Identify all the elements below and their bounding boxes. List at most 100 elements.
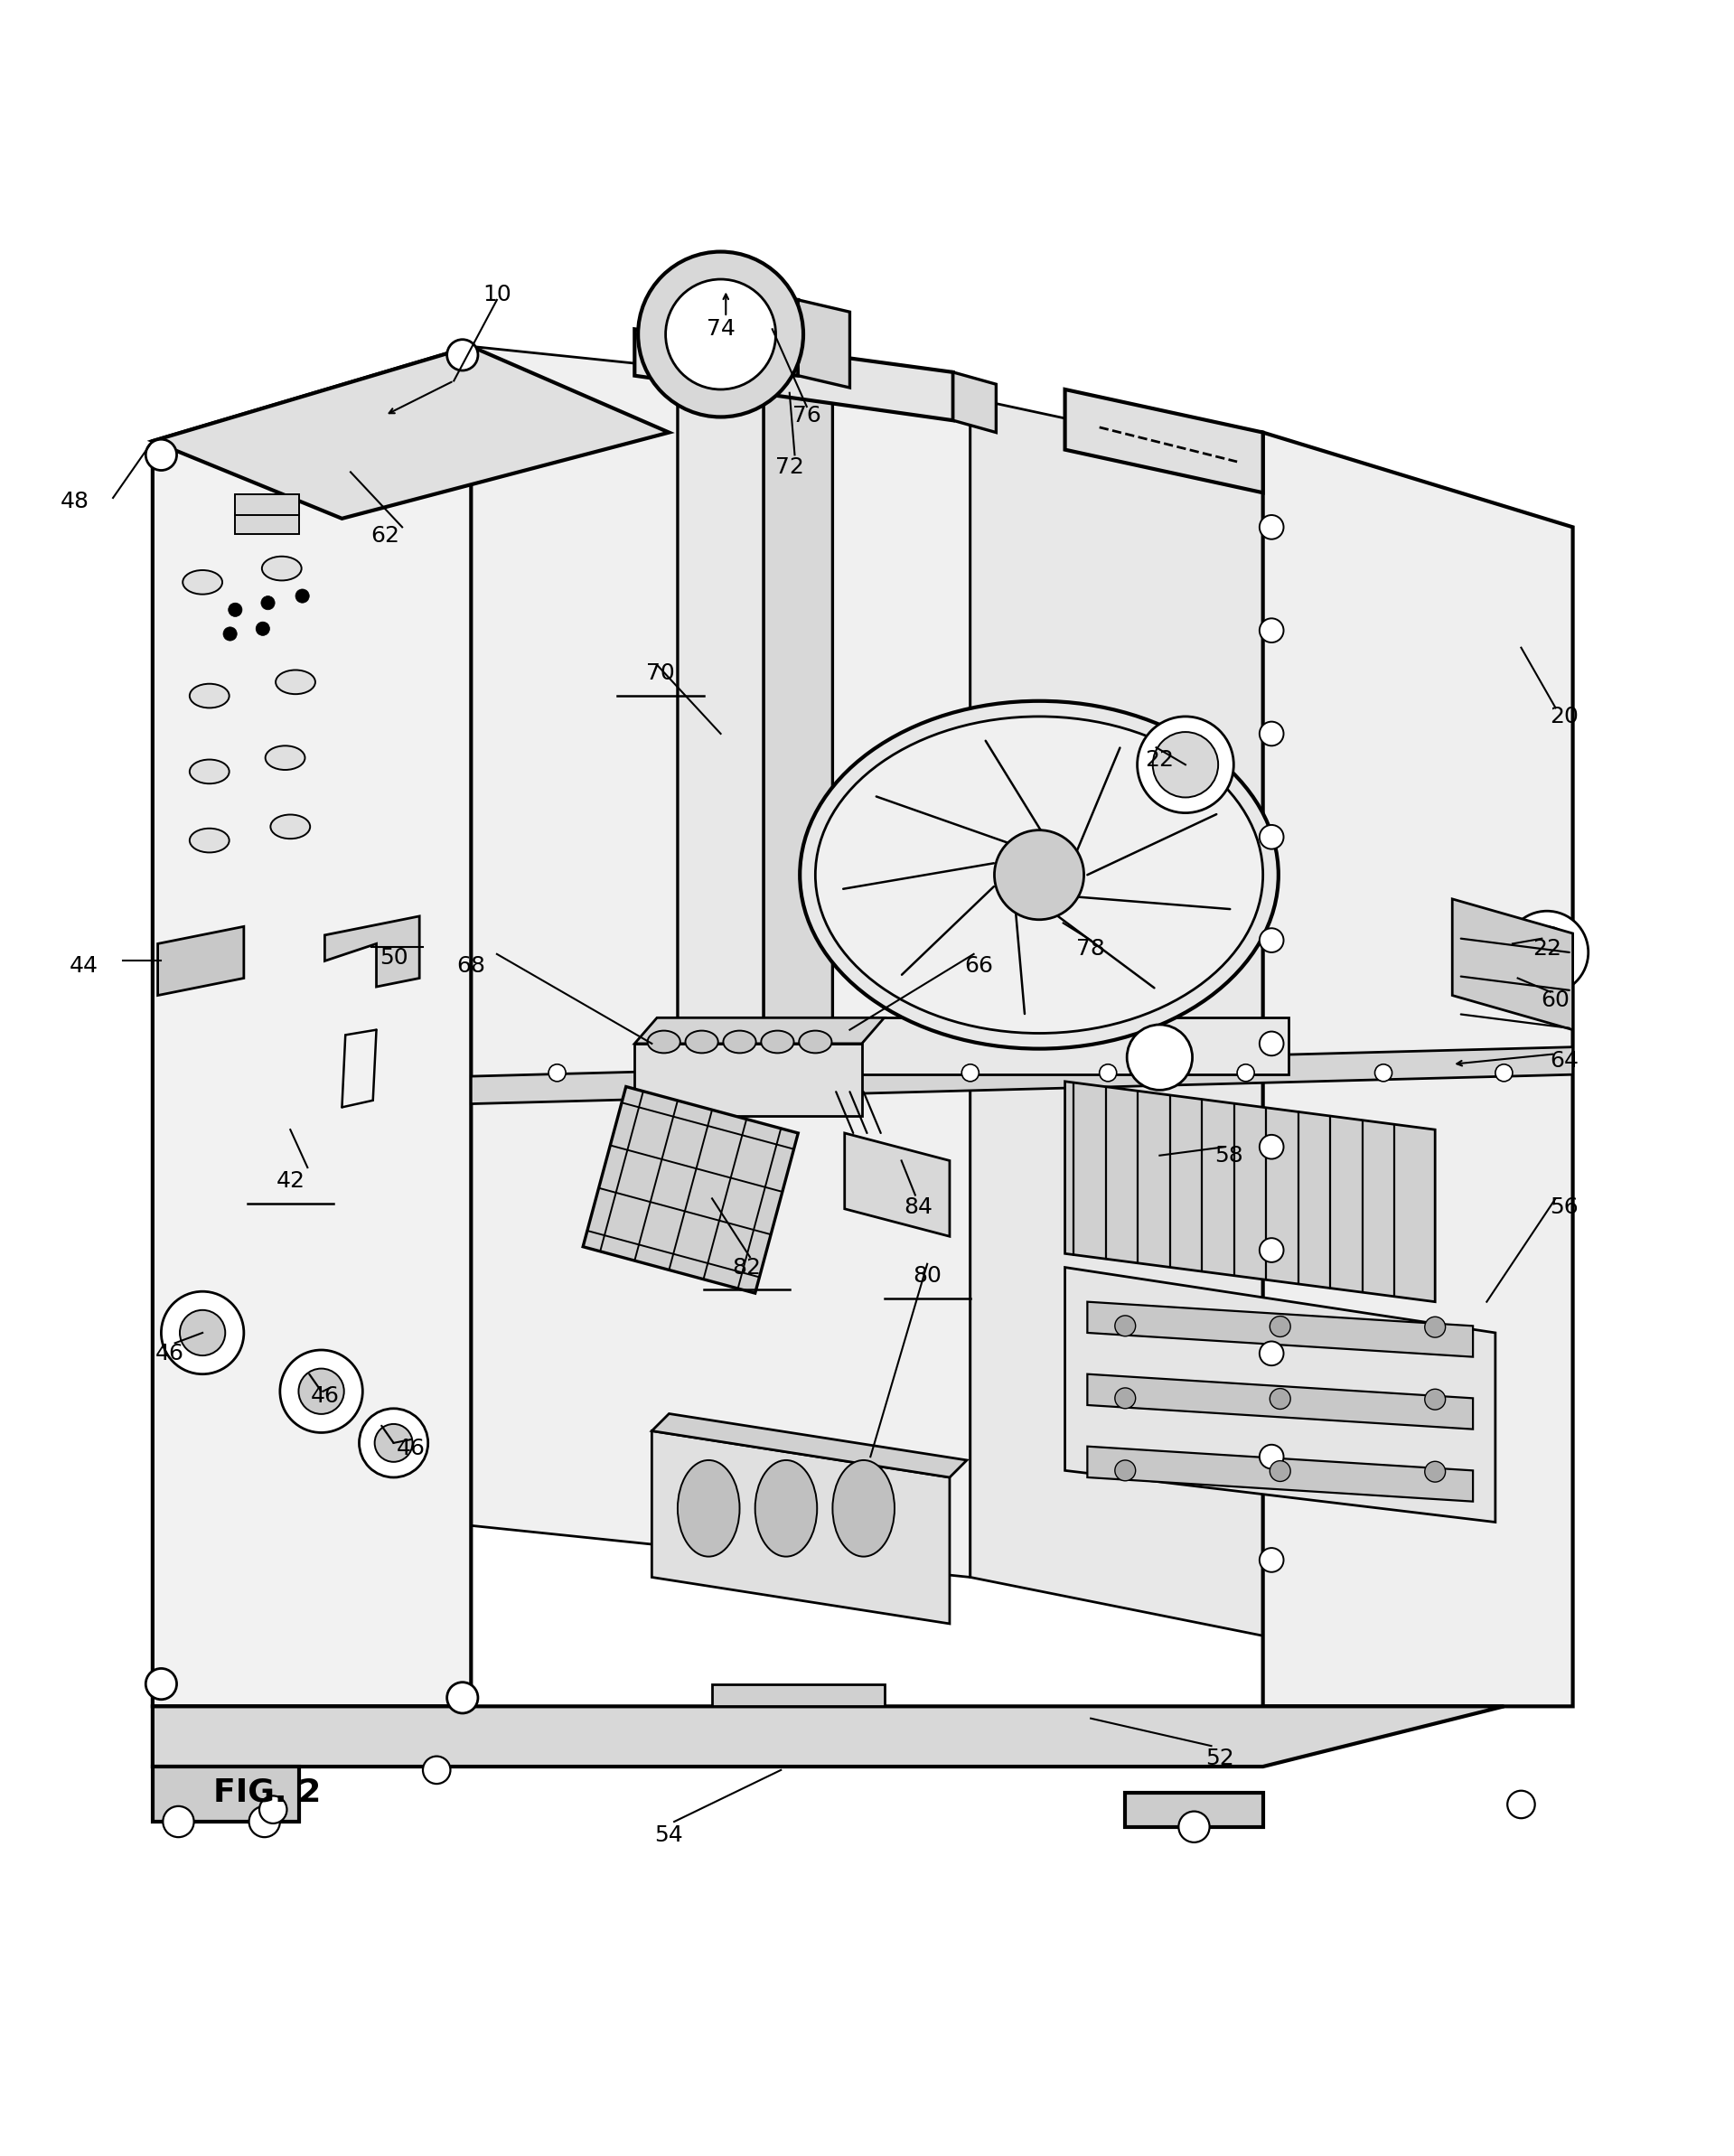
Circle shape [1115, 1460, 1136, 1481]
Ellipse shape [265, 746, 305, 770]
Text: 46: 46 [397, 1438, 425, 1460]
Circle shape [1259, 1341, 1283, 1365]
Polygon shape [1087, 1373, 1472, 1429]
Polygon shape [635, 330, 954, 420]
Circle shape [146, 1669, 177, 1699]
Polygon shape [153, 1705, 1503, 1766]
Circle shape [962, 1065, 980, 1082]
Circle shape [1269, 1315, 1290, 1337]
Polygon shape [472, 347, 971, 1578]
Text: 76: 76 [792, 405, 822, 427]
Polygon shape [954, 373, 995, 433]
Circle shape [447, 338, 479, 371]
Ellipse shape [678, 1460, 740, 1557]
Circle shape [638, 252, 803, 416]
Polygon shape [971, 399, 1573, 1697]
Circle shape [994, 830, 1084, 921]
Circle shape [1259, 722, 1283, 746]
Ellipse shape [647, 1031, 680, 1052]
Polygon shape [472, 1048, 1573, 1104]
Circle shape [1138, 716, 1233, 813]
Circle shape [423, 1757, 451, 1783]
Polygon shape [798, 300, 850, 388]
Text: 68: 68 [456, 955, 486, 977]
Circle shape [229, 604, 243, 617]
Circle shape [1259, 619, 1283, 642]
Polygon shape [1065, 1268, 1495, 1522]
Ellipse shape [754, 1460, 817, 1557]
Text: 74: 74 [706, 319, 735, 341]
Circle shape [1099, 1065, 1117, 1082]
Text: 62: 62 [371, 524, 399, 548]
Text: 72: 72 [775, 457, 805, 479]
Circle shape [260, 1796, 286, 1824]
Circle shape [548, 1065, 565, 1082]
Polygon shape [844, 1134, 950, 1235]
Circle shape [375, 1423, 413, 1462]
Text: 22: 22 [1533, 938, 1561, 959]
Circle shape [298, 1369, 343, 1414]
Circle shape [1259, 1031, 1283, 1056]
Polygon shape [661, 289, 798, 375]
Text: 56: 56 [1550, 1197, 1578, 1218]
Ellipse shape [189, 683, 229, 707]
Ellipse shape [271, 815, 310, 839]
Text: 58: 58 [1214, 1145, 1243, 1166]
Circle shape [447, 1682, 479, 1714]
Circle shape [146, 440, 177, 470]
Polygon shape [1065, 390, 1262, 494]
Polygon shape [652, 1432, 950, 1623]
Text: 10: 10 [482, 285, 512, 306]
Polygon shape [1262, 433, 1573, 1705]
Polygon shape [153, 1766, 298, 1822]
Circle shape [250, 1807, 279, 1837]
Circle shape [1425, 1317, 1446, 1337]
Polygon shape [1087, 1447, 1472, 1501]
Circle shape [1115, 1315, 1136, 1337]
Circle shape [1259, 1445, 1283, 1468]
Text: 22: 22 [1144, 748, 1174, 770]
Text: 78: 78 [1077, 938, 1105, 959]
Circle shape [824, 1065, 841, 1082]
Polygon shape [652, 1414, 968, 1477]
Polygon shape [153, 347, 472, 1705]
Text: 60: 60 [1542, 990, 1569, 1011]
Circle shape [1521, 927, 1573, 979]
Text: 46: 46 [156, 1343, 184, 1365]
Text: 44: 44 [69, 955, 99, 977]
Text: 70: 70 [647, 662, 675, 683]
Bar [236, 513, 298, 535]
Polygon shape [832, 1018, 1288, 1074]
Ellipse shape [685, 1031, 718, 1052]
Circle shape [687, 1065, 704, 1082]
Polygon shape [1453, 899, 1573, 1031]
Circle shape [279, 1350, 362, 1432]
Polygon shape [635, 1018, 884, 1044]
Ellipse shape [189, 828, 229, 852]
Circle shape [224, 627, 238, 640]
Circle shape [161, 1291, 244, 1373]
Circle shape [163, 1807, 194, 1837]
Circle shape [180, 1311, 225, 1356]
Text: 48: 48 [61, 489, 90, 513]
Circle shape [359, 1408, 428, 1477]
Text: 54: 54 [655, 1824, 683, 1846]
Ellipse shape [832, 1460, 895, 1557]
Polygon shape [763, 369, 832, 1065]
Text: 64: 64 [1550, 1050, 1578, 1072]
Polygon shape [1065, 1082, 1436, 1302]
Text: 50: 50 [380, 946, 407, 968]
Text: 80: 80 [912, 1266, 942, 1287]
Ellipse shape [276, 671, 316, 694]
Text: 66: 66 [964, 955, 994, 977]
Polygon shape [713, 1684, 884, 1705]
Circle shape [1259, 929, 1283, 953]
Circle shape [262, 595, 274, 610]
Circle shape [1259, 1134, 1283, 1160]
Circle shape [1259, 515, 1283, 539]
Circle shape [1425, 1462, 1446, 1481]
Text: 52: 52 [1205, 1746, 1235, 1768]
Ellipse shape [815, 716, 1262, 1033]
Text: 20: 20 [1550, 705, 1578, 727]
Circle shape [1236, 1065, 1254, 1082]
